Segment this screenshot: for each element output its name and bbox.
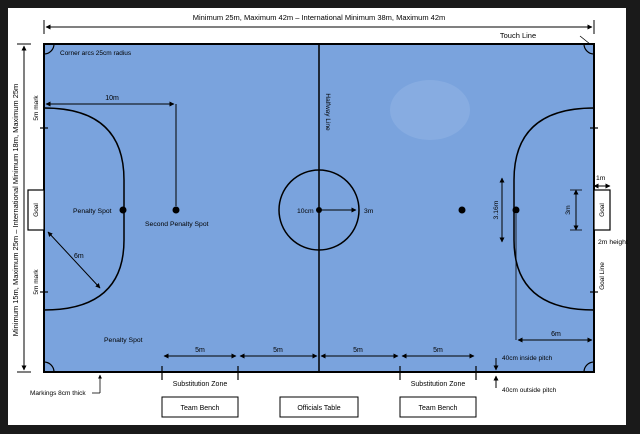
touch-line-label: Touch Line	[500, 31, 536, 40]
left-penalty-spot	[119, 206, 127, 214]
five-m-label-2: 5m	[273, 347, 283, 354]
corner-arc-tl	[43, 43, 55, 55]
center-10cm-label: 10cm	[297, 208, 314, 215]
goal-right-label: Goal	[599, 203, 606, 217]
center-3m-label: 3m	[364, 208, 374, 215]
corner-arcs-label: Corner arcs 25cm radius	[60, 50, 132, 57]
officials-table-box	[279, 396, 359, 418]
six-m-radius-label: 6m	[74, 253, 84, 260]
sub-zone-right-label: Substitution Zone	[411, 381, 466, 388]
inside-pitch-label: 40cm inside pitch	[502, 355, 553, 362]
touch-line-pointer	[579, 35, 591, 45]
five-m-label-1: 5m	[195, 347, 205, 354]
left-dimension-label: Minimum 15m, Maximum 25m – International…	[11, 84, 20, 337]
one-m-label: 1m	[596, 175, 606, 182]
markings-label: Markings 8cm thick	[30, 390, 86, 397]
center-circle	[278, 169, 360, 251]
left-second-penalty-spot	[172, 206, 180, 214]
team-bench-right-label: Team Bench	[419, 405, 458, 412]
corner-arc-br	[583, 361, 595, 373]
officials-table-label: Officials Table	[297, 405, 340, 412]
right-penalty-spot	[512, 206, 520, 214]
penalty-spot-label: Penalty Spot	[73, 208, 112, 215]
five-m-label-4: 5m	[433, 347, 443, 354]
goal-width-label: 3.16m	[493, 200, 500, 219]
team-bench-left-box	[161, 396, 239, 418]
corner-arc-bl	[43, 361, 55, 373]
two-m-height-label: 2m height	[598, 239, 628, 246]
pitch-highlight	[390, 80, 470, 140]
outside-pitch-label: 40cm outside pitch	[502, 387, 557, 394]
corner-arc-tr	[583, 43, 595, 55]
penalty-spot-bottom-label: Penalty Spot	[104, 337, 143, 344]
six-m-right-label: 6m	[551, 331, 561, 338]
halfway-line-label: Halfway Line	[324, 93, 331, 131]
team-bench-left-label: Team Bench	[181, 405, 220, 412]
five-m-label-3: 5m	[353, 347, 363, 354]
sub-zone-left-label: Substitution Zone	[173, 381, 228, 388]
five-m-mark-top-label: 5m mark	[33, 95, 40, 121]
top-dimension-label: Minimum 25m, Maximum 42m – International…	[193, 13, 446, 22]
center-spot	[316, 207, 322, 213]
left-goal	[27, 189, 45, 231]
goal-line-label: Goal Line	[599, 262, 606, 290]
ten-m-label: 10m	[105, 95, 119, 102]
team-bench-right-box	[399, 396, 477, 418]
right-goal	[593, 189, 611, 231]
second-penalty-spot-label: Second Penalty Spot	[145, 221, 209, 228]
five-m-mark-bottom-label: 5m mark	[33, 269, 40, 295]
six-m-radius-arrow	[47, 231, 101, 289]
goal-left-label: Goal	[33, 203, 40, 217]
goal-3m-label: 3m	[565, 205, 572, 215]
right-second-penalty-spot	[458, 206, 466, 214]
